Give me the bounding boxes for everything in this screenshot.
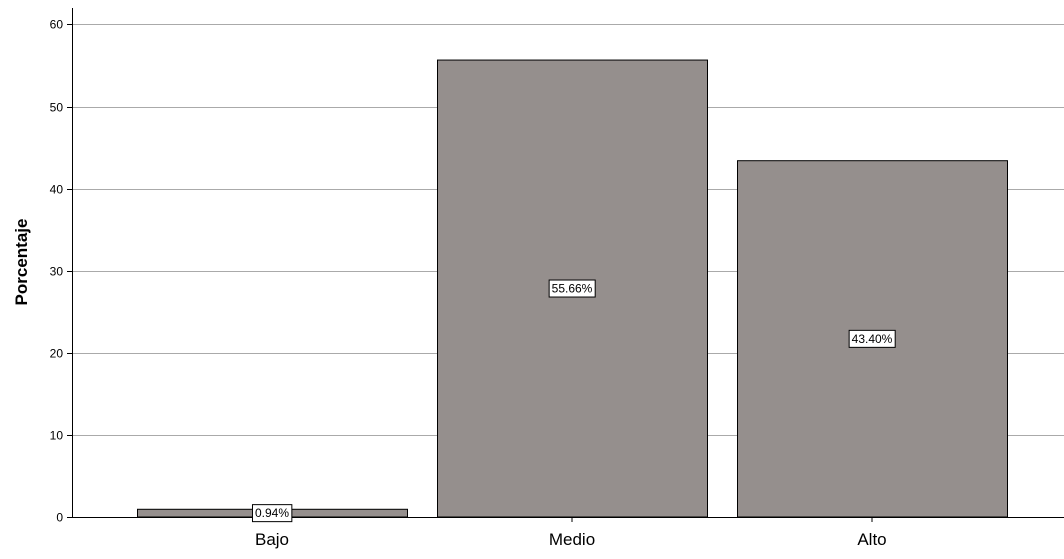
y-tick-label: 10 xyxy=(50,429,64,443)
data-label-box xyxy=(848,329,896,348)
y-tick-label: 30 xyxy=(50,265,64,279)
data-label-box xyxy=(548,279,596,298)
y-tick-label: 60 xyxy=(50,18,64,32)
data-label: 0.94% xyxy=(251,504,293,523)
y-tick-label: 40 xyxy=(50,183,64,197)
x-tick-label: Alto xyxy=(857,530,886,549)
data-label: 55.66% xyxy=(548,279,596,298)
data-label-box xyxy=(251,504,293,523)
data-label: 43.40% xyxy=(848,329,896,348)
data-labels: 0.94% 55.66% 43.40% xyxy=(251,279,896,523)
data-label-text: 43.40% xyxy=(852,332,893,346)
y-axis-title: Porcentaje xyxy=(12,219,31,306)
y-tick-label: 50 xyxy=(50,101,64,115)
data-label-text: 0.94% xyxy=(255,506,289,520)
y-tick-label: 0 xyxy=(56,511,63,525)
data-label-text: 55.66% xyxy=(552,282,593,296)
x-tick-label: Medio xyxy=(549,530,595,549)
x-tick-label: Bajo xyxy=(255,530,289,549)
y-tick-label: 20 xyxy=(50,347,64,361)
axes: 0 10 20 30 40 50 60 Bajo Medio Alto xyxy=(50,8,1064,549)
